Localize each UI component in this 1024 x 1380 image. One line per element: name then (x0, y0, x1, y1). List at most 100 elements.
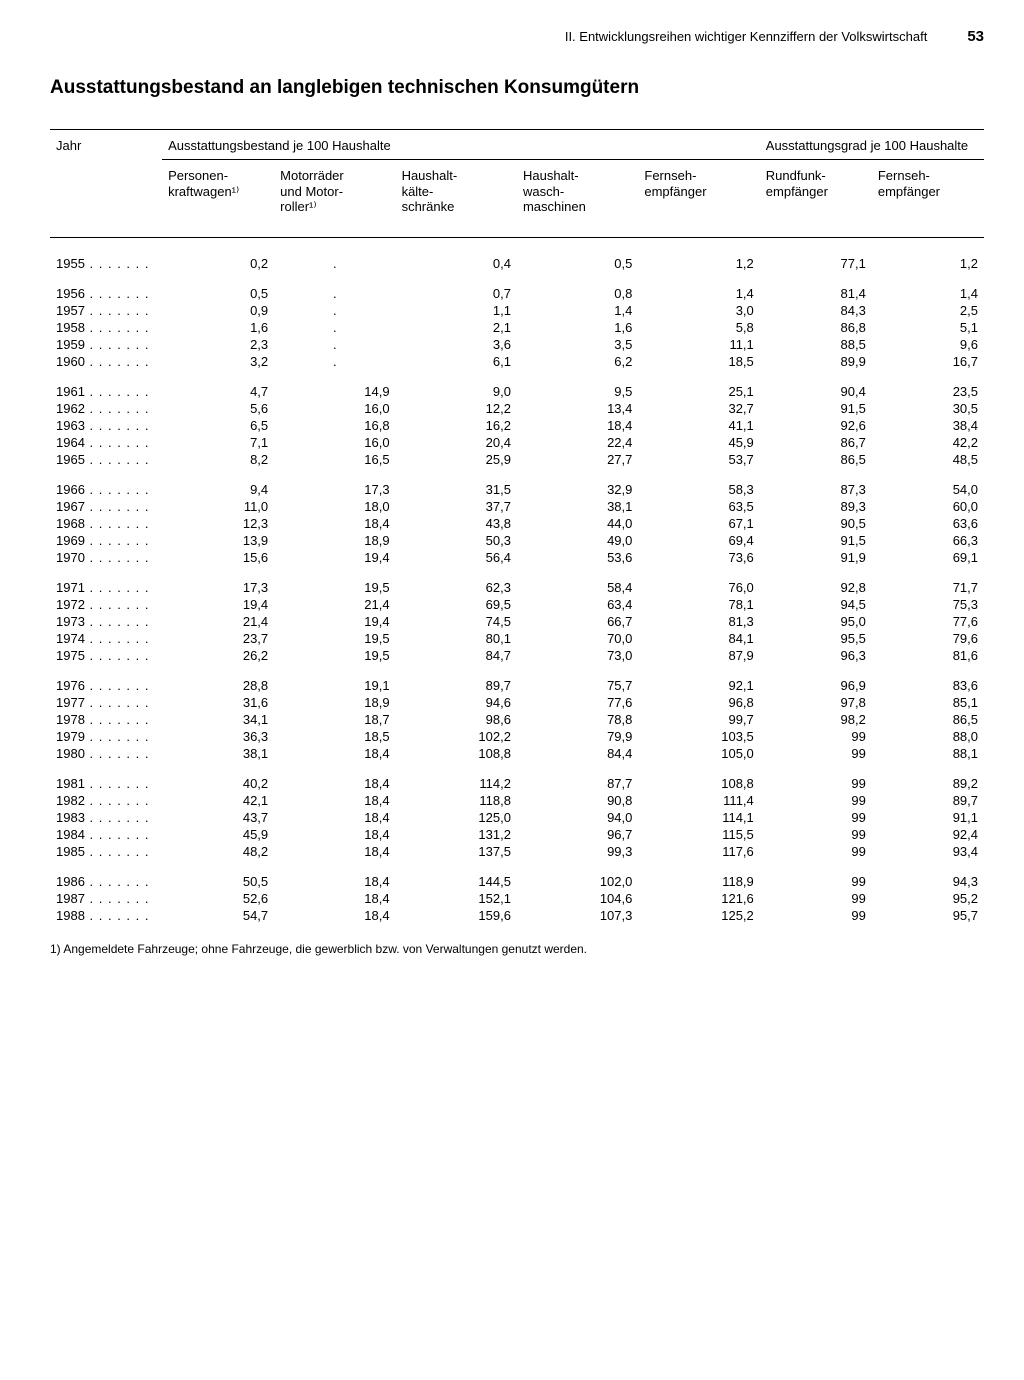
table-row: 1980 . . . . . . .38,118,4108,884,4105,0… (50, 745, 984, 762)
data-cell: 1,4 (638, 272, 759, 302)
data-cell: 94,5 (760, 596, 872, 613)
data-cell: 54,7 (162, 907, 274, 924)
table-row: 1965 . . . . . . .8,216,525,927,753,786,… (50, 451, 984, 468)
data-cell: 95,5 (760, 630, 872, 647)
data-cell: . (274, 336, 395, 353)
data-cell: 31,6 (162, 694, 274, 711)
data-table: Jahr Ausstattungsbestand je 100 Haushalt… (50, 129, 984, 924)
data-cell: 18,4 (274, 809, 395, 826)
data-cell: 5,6 (162, 400, 274, 417)
data-cell: 75,3 (872, 596, 984, 613)
data-cell: 131,2 (396, 826, 517, 843)
col-c7: Fernseh- empfänger (872, 160, 984, 238)
data-cell: 70,0 (517, 630, 638, 647)
data-cell: 89,7 (872, 792, 984, 809)
data-cell: 94,0 (517, 809, 638, 826)
year-cell: 1973 . . . . . . . (50, 613, 162, 630)
data-cell: 63,5 (638, 498, 759, 515)
table-row: 1987 . . . . . . .52,618,4152,1104,6121,… (50, 890, 984, 907)
data-cell: 28,8 (162, 664, 274, 694)
data-cell: 98,6 (396, 711, 517, 728)
data-cell: 27,7 (517, 451, 638, 468)
data-cell: 88,5 (760, 336, 872, 353)
data-cell: 2,3 (162, 336, 274, 353)
data-cell: 99 (760, 826, 872, 843)
data-cell: 9,6 (872, 336, 984, 353)
year-cell: 1982 . . . . . . . (50, 792, 162, 809)
data-cell: 85,1 (872, 694, 984, 711)
data-cell: 18,4 (274, 745, 395, 762)
data-cell: 16,0 (274, 434, 395, 451)
data-cell: 19,5 (274, 566, 395, 596)
data-cell: 15,6 (162, 549, 274, 566)
data-cell: 25,9 (396, 451, 517, 468)
data-cell: 0,5 (162, 272, 274, 302)
data-cell: 18,4 (274, 792, 395, 809)
data-cell: 40,2 (162, 762, 274, 792)
data-cell: 73,0 (517, 647, 638, 664)
data-cell: 89,7 (396, 664, 517, 694)
data-cell: 118,9 (638, 860, 759, 890)
col-c2: Motorräder und Motor- roller¹⁾ (274, 160, 395, 238)
data-cell: 12,2 (396, 400, 517, 417)
data-cell: 52,6 (162, 890, 274, 907)
data-cell: 108,8 (638, 762, 759, 792)
data-cell: 21,4 (274, 596, 395, 613)
data-cell: 81,6 (872, 647, 984, 664)
data-cell: 9,5 (517, 370, 638, 400)
data-cell: 80,1 (396, 630, 517, 647)
footnote: 1) Angemeldete Fahrzeuge; ohne Fahrzeuge… (50, 942, 984, 956)
year-cell: 1960 . . . . . . . (50, 353, 162, 370)
data-cell: 81,3 (638, 613, 759, 630)
data-cell: 69,5 (396, 596, 517, 613)
data-cell: 81,4 (760, 272, 872, 302)
data-cell: 12,3 (162, 515, 274, 532)
table-row: 1955 . . . . . . .0,2.0,40,51,277,11,2 (50, 237, 984, 272)
year-cell: 1987 . . . . . . . (50, 890, 162, 907)
data-cell: 60,0 (872, 498, 984, 515)
year-cell: 1966 . . . . . . . (50, 468, 162, 498)
data-cell: 114,2 (396, 762, 517, 792)
data-cell: 22,4 (517, 434, 638, 451)
year-cell: 1969 . . . . . . . (50, 532, 162, 549)
data-cell: 89,3 (760, 498, 872, 515)
data-cell: 91,5 (760, 400, 872, 417)
data-cell: 18,9 (274, 694, 395, 711)
table-row: 1988 . . . . . . .54,718,4159,6107,3125,… (50, 907, 984, 924)
data-cell: 114,1 (638, 809, 759, 826)
data-cell: 16,0 (274, 400, 395, 417)
data-cell: 84,4 (517, 745, 638, 762)
data-cell: . (274, 272, 395, 302)
data-cell: 37,7 (396, 498, 517, 515)
data-cell: 17,3 (162, 566, 274, 596)
data-cell: 79,9 (517, 728, 638, 745)
data-cell: 3,2 (162, 353, 274, 370)
table-row: 1985 . . . . . . .48,218,4137,599,3117,6… (50, 843, 984, 860)
data-cell: 8,2 (162, 451, 274, 468)
col-c4: Haushalt- wasch- maschinen (517, 160, 638, 238)
year-cell: 1981 . . . . . . . (50, 762, 162, 792)
year-cell: 1955 . . . . . . . (50, 237, 162, 272)
table-row: 1982 . . . . . . .42,118,4118,890,8111,4… (50, 792, 984, 809)
year-cell: 1978 . . . . . . . (50, 711, 162, 728)
data-cell: 3,0 (638, 302, 759, 319)
table-row: 1975 . . . . . . .26,219,584,773,087,996… (50, 647, 984, 664)
page-title: Ausstattungsbestand an langlebigen techn… (50, 77, 984, 99)
data-cell: 84,3 (760, 302, 872, 319)
data-cell: 16,8 (274, 417, 395, 434)
data-cell: 125,2 (638, 907, 759, 924)
data-cell: 99,3 (517, 843, 638, 860)
data-cell: 94,6 (396, 694, 517, 711)
table-row: 1983 . . . . . . .43,718,4125,094,0114,1… (50, 809, 984, 826)
data-cell: 87,9 (638, 647, 759, 664)
data-cell: 20,4 (396, 434, 517, 451)
year-cell: 1967 . . . . . . . (50, 498, 162, 515)
year-cell: 1977 . . . . . . . (50, 694, 162, 711)
data-cell: 0,7 (396, 272, 517, 302)
data-cell: 1,6 (517, 319, 638, 336)
section-label: II. Entwicklungsreihen wichtiger Kennzif… (565, 29, 927, 44)
data-cell: 92,8 (760, 566, 872, 596)
data-cell: 103,5 (638, 728, 759, 745)
data-cell: 78,8 (517, 711, 638, 728)
data-cell: 84,1 (638, 630, 759, 647)
